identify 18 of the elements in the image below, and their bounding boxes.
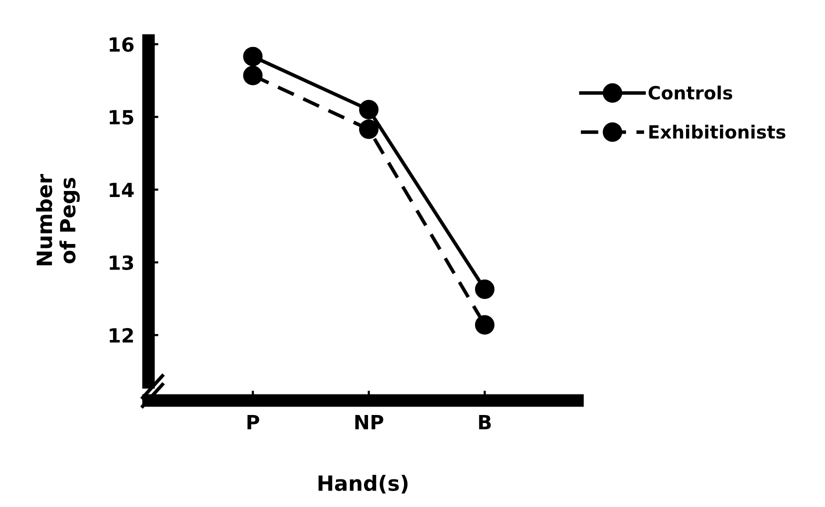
legend-label: Exhibitionists — [649, 124, 786, 139]
point — [243, 66, 263, 86]
x-tick-label: B — [479, 415, 491, 430]
point — [243, 46, 263, 66]
x-axis-title: Hand(s) — [318, 474, 408, 494]
y-tick-label: 16 — [110, 37, 134, 52]
point — [475, 315, 494, 335]
x-tick-label: P — [248, 415, 260, 430]
y-tick-label: 14 — [110, 182, 134, 198]
x-tick-label: NP — [355, 415, 384, 430]
y-tick-label: 15 — [110, 110, 134, 125]
y-tick-label: 12 — [110, 328, 133, 342]
point — [359, 120, 379, 140]
point — [475, 280, 494, 299]
y-tick-label: 13 — [110, 255, 134, 270]
point — [359, 100, 379, 120]
legend-label: Controls — [648, 86, 732, 100]
y-axis-title: Number of Pegs — [36, 174, 80, 266]
